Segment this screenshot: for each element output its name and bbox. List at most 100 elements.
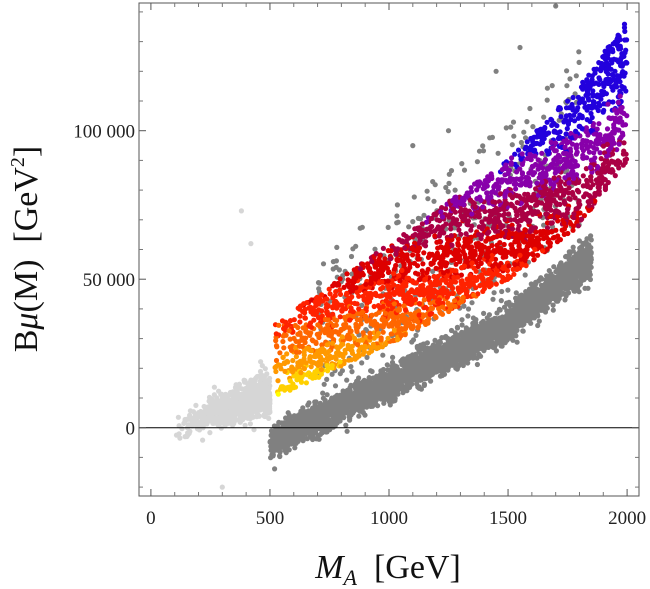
- gray-point: [424, 356, 430, 362]
- gray-point: [469, 300, 475, 306]
- gray-point: [343, 422, 349, 428]
- gray-point: [385, 224, 391, 230]
- gray-point: [404, 363, 410, 369]
- gray-point: [422, 362, 428, 368]
- gray-point: [323, 399, 329, 406]
- gray-point: [508, 124, 514, 130]
- gray-point: [544, 85, 551, 91]
- light-gray-point: [241, 377, 247, 383]
- gray-point: [536, 318, 542, 324]
- gray-point: [334, 420, 340, 426]
- gray-point: [425, 196, 431, 202]
- gray-point: [424, 188, 430, 194]
- gray-point: [370, 375, 376, 381]
- gray-point: [531, 312, 538, 318]
- gray-point: [417, 216, 424, 222]
- gray-point: [550, 307, 556, 313]
- gray-point: [276, 444, 282, 450]
- light-gray-point: [265, 386, 272, 392]
- gray-point: [544, 97, 550, 103]
- gray-point: [331, 400, 337, 406]
- gray-point: [332, 383, 339, 389]
- light-gray-point: [219, 391, 225, 397]
- light-gray-point: [197, 419, 203, 425]
- light-gray-point: [211, 384, 217, 390]
- light-gray-point: [203, 404, 209, 410]
- gray-point: [494, 330, 500, 336]
- light-gray-point: [251, 427, 257, 433]
- gray-point: [421, 381, 427, 387]
- gray-point: [421, 345, 427, 351]
- gray-point: [432, 182, 438, 188]
- gray-point: [471, 354, 477, 360]
- light-gray-point: [217, 403, 223, 409]
- gray-point: [334, 244, 340, 250]
- gray-point: [411, 359, 417, 365]
- gray-point: [485, 326, 491, 332]
- light-gray-point: [251, 404, 257, 410]
- gray-point: [369, 368, 375, 375]
- gray-point: [465, 313, 471, 319]
- gray-point: [518, 139, 525, 146]
- light-gray-point: [255, 386, 261, 392]
- gray-point: [459, 322, 465, 328]
- gray-point: [490, 296, 496, 302]
- gray-point: [579, 254, 585, 261]
- gray-point: [549, 83, 555, 89]
- gray-point: [570, 255, 577, 262]
- gray-point: [431, 198, 437, 204]
- light-gray-point: [173, 432, 180, 438]
- gray-point: [573, 260, 580, 266]
- light-gray-point: [218, 397, 224, 403]
- gray-point: [534, 287, 540, 293]
- gray-point: [524, 119, 530, 125]
- gray-point: [403, 369, 409, 375]
- gray-point: [460, 362, 466, 369]
- gray-point: [476, 148, 483, 154]
- gray-point: [520, 307, 526, 313]
- gray-point: [395, 219, 401, 225]
- gray-point: [270, 452, 276, 458]
- light-gray-point: [267, 409, 273, 415]
- gray-point: [411, 194, 417, 200]
- gray-point: [359, 360, 365, 366]
- gray-point: [317, 415, 323, 421]
- light-gray-point: [206, 412, 212, 418]
- gray-point: [394, 202, 400, 208]
- gray-point: [313, 399, 319, 405]
- light-gray-point: [248, 384, 254, 391]
- gray-point: [505, 287, 511, 293]
- gray-point: [279, 431, 285, 437]
- gray-point: [306, 410, 312, 416]
- gray-point: [374, 388, 381, 394]
- gray-point: [445, 189, 451, 195]
- gray-point: [569, 276, 575, 282]
- light-gray-point: [200, 437, 206, 443]
- gray-point: [510, 119, 517, 125]
- gray-point: [396, 369, 402, 375]
- gray-point: [388, 378, 394, 384]
- light-gray-point: [246, 406, 252, 412]
- light-gray-point: [265, 378, 271, 384]
- light-gray-point: [214, 395, 220, 401]
- gray-point: [450, 334, 457, 341]
- gray-point: [286, 416, 292, 422]
- gray-point: [446, 171, 452, 177]
- gray-point: [466, 355, 472, 362]
- gray-point: [480, 143, 486, 149]
- gray-point: [479, 341, 485, 347]
- gray-point: [329, 371, 335, 377]
- light-gray-point: [259, 363, 265, 369]
- light-gray-point: [186, 430, 192, 436]
- gray-point: [305, 422, 311, 428]
- gray-point: [338, 406, 345, 412]
- light-gray-point: [257, 407, 263, 413]
- gray-point: [519, 298, 525, 304]
- colored-point: [570, 94, 576, 101]
- gray-point: [527, 105, 533, 112]
- gray-point: [316, 280, 323, 286]
- gray-point: [576, 59, 582, 65]
- gray-point: [344, 377, 350, 383]
- gray-point: [304, 430, 310, 436]
- gray-point: [564, 83, 570, 89]
